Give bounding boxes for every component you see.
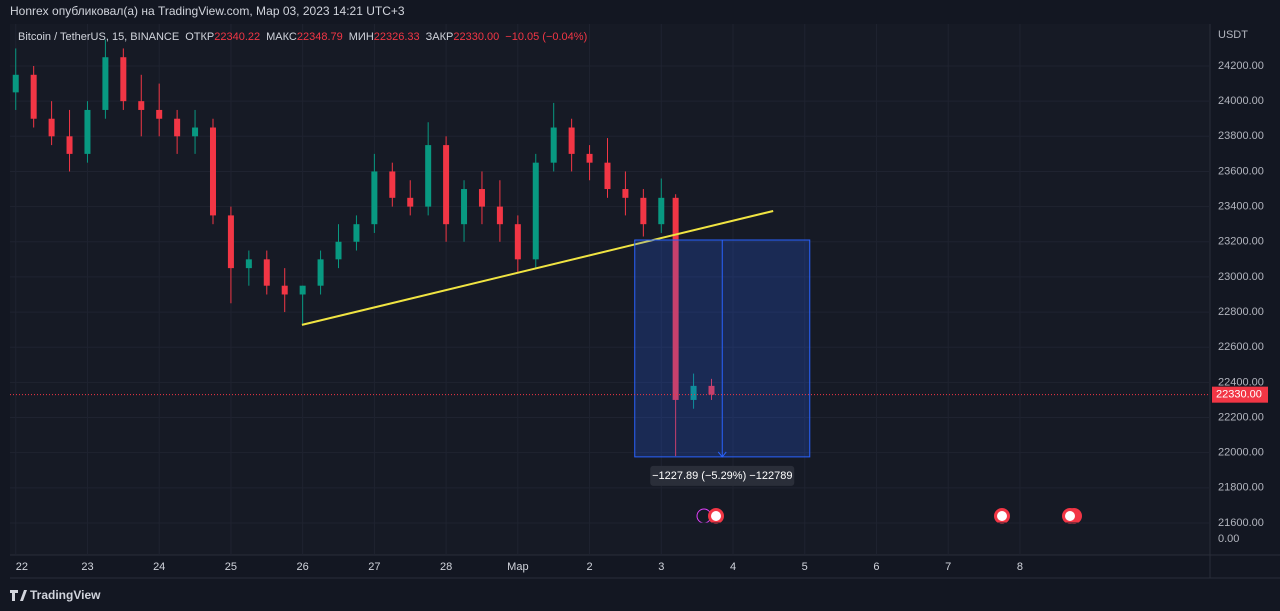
- candle-body: [622, 189, 629, 198]
- candle-body: [443, 145, 450, 225]
- legend-field-label: ЗАКР: [426, 31, 454, 43]
- candle-body: [192, 127, 199, 137]
- y-tick-label: 23400.00: [1218, 201, 1264, 213]
- y-tick-label: 22400.00: [1218, 376, 1264, 388]
- candle-body: [335, 241, 342, 260]
- x-tick-label: 5: [802, 561, 808, 573]
- x-tick-label: 7: [945, 561, 951, 573]
- candle-body: [84, 109, 91, 154]
- candle-body: [138, 101, 145, 110]
- candle-body: [317, 259, 324, 286]
- x-tick-label: 2: [586, 561, 592, 573]
- candle-body: [353, 224, 360, 242]
- x-tick-label: 23: [81, 561, 93, 573]
- brand: TradingView: [30, 588, 101, 602]
- candle-body: [209, 127, 216, 216]
- candle-body: [407, 197, 414, 207]
- x-tick-label: 27: [368, 561, 380, 573]
- measure-label: −1227.89 (−5.29%) −122789: [652, 470, 792, 482]
- y-tick-label: 24000.00: [1218, 95, 1264, 107]
- trendline: [301, 210, 774, 326]
- x-tick-label: 4: [730, 561, 736, 573]
- candle-body: [496, 206, 503, 225]
- plot: [10, 24, 1210, 555]
- candle-body: [425, 145, 432, 207]
- candle-body: [658, 197, 665, 225]
- x-tick-label: 25: [225, 561, 237, 573]
- footer-logo: [10, 590, 27, 601]
- candle-body: [102, 57, 109, 110]
- candle-body: [478, 189, 485, 207]
- y-tick-label: 22000.00: [1218, 447, 1264, 459]
- candle-body: [604, 162, 611, 190]
- candle-body: [263, 259, 270, 286]
- legend-field-label: ОТКР: [185, 31, 214, 43]
- candle-body: [371, 171, 378, 225]
- x-tick-label: 6: [873, 561, 879, 573]
- x-tick-label: 26: [297, 561, 309, 573]
- plot-area: [10, 24, 1210, 555]
- x-tick-label: Мар: [507, 561, 529, 573]
- candle-body: [550, 127, 557, 163]
- y-tick-label: 21600.00: [1218, 517, 1264, 529]
- x-tick-label: 3: [658, 561, 664, 573]
- candle-body: [532, 162, 539, 260]
- y-tick-label: 22200.00: [1218, 411, 1264, 423]
- measure-arrow-head: [717, 451, 727, 458]
- candle-body: [66, 136, 73, 154]
- candle-body: [640, 197, 647, 225]
- last-price-box: [1212, 386, 1268, 403]
- candle-body: [568, 127, 575, 154]
- x-tick-label: 22: [16, 561, 28, 573]
- legend-field-value: 22348.79: [297, 31, 343, 43]
- legend-symbol: Bitcoin / TetherUS, 15, BINANCE: [18, 31, 179, 43]
- candle-body: [156, 109, 163, 119]
- measure-label-box: [650, 465, 795, 486]
- volume-label: 0.00: [1218, 533, 1239, 545]
- legend-change: −10.05 (−0.04%): [505, 31, 587, 43]
- legend-field-value: 22326.33: [374, 31, 420, 43]
- legend-field-value: 22330.00: [453, 31, 499, 43]
- y-tick-label: 23600.00: [1218, 165, 1264, 177]
- x-tick-label: 28: [440, 561, 452, 573]
- candle-body: [586, 153, 593, 163]
- y-tick-label: 22600.00: [1218, 341, 1264, 353]
- candle-body: [227, 215, 234, 269]
- y-tick-label: 22800.00: [1218, 306, 1264, 318]
- y-tick-label: 23200.00: [1218, 236, 1264, 248]
- last-price-label: 22330.00: [1216, 389, 1262, 401]
- candle-body: [30, 74, 37, 119]
- legend-field-label: МИН: [349, 31, 374, 43]
- annotations: −1227.89 (−5.29%) −122789 22330.00: [10, 210, 1268, 486]
- x-tick-label: 24: [153, 561, 165, 573]
- y-tick-label: 23800.00: [1218, 130, 1264, 142]
- header: Honrex опубликовал(а) на TradingView.com…: [10, 4, 405, 18]
- candle-body: [672, 197, 679, 400]
- event-icons: [696, 508, 1082, 524]
- candle-body: [48, 118, 55, 137]
- candle-body: [120, 57, 127, 102]
- legend: Bitcoin / TetherUS, 15, BINANCE ОТКР22340…: [18, 31, 587, 43]
- candle-body: [174, 118, 181, 137]
- y-tick-label: 24200.00: [1218, 60, 1264, 72]
- x-tick-label: 8: [1017, 561, 1023, 573]
- currency: USDT: [1218, 29, 1248, 41]
- candle-body: [12, 74, 19, 93]
- candle-body: [245, 259, 252, 269]
- legend-field-value: 22340.22: [214, 31, 260, 43]
- candle-body: [514, 224, 521, 260]
- legend-field-label: МАКС: [266, 31, 297, 43]
- candle-body: [708, 385, 715, 395]
- candle-body: [461, 189, 468, 225]
- candle-body: [389, 171, 396, 198]
- candle-body: [690, 385, 697, 400]
- candle-body: [281, 285, 288, 295]
- y-tick-label: 21800.00: [1218, 482, 1264, 494]
- y-tick-label: 23000.00: [1218, 271, 1264, 283]
- candle-body: [299, 285, 306, 295]
